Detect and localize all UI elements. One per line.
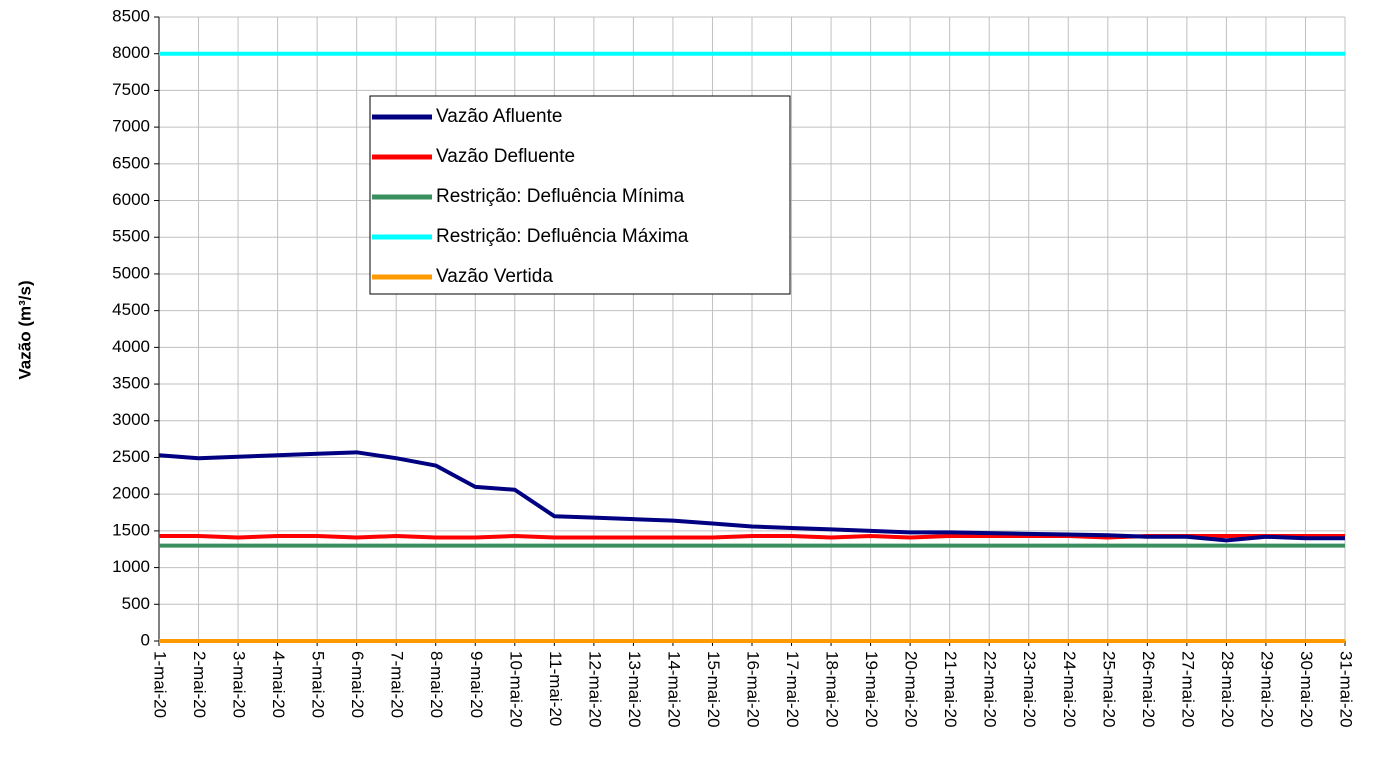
y-tick-label: 7000: [112, 117, 150, 136]
x-tick-label: 1-mai-20: [151, 651, 170, 718]
x-tick-label: 20-mai-20: [902, 651, 921, 728]
legend-box: [369, 95, 791, 295]
x-tick-label: 23-mai-20: [1020, 651, 1039, 728]
legend-label: Vazão Defluente: [436, 146, 575, 167]
x-tick-label: 11-mai-20: [546, 651, 565, 726]
x-tick-label: 24-mai-20: [1060, 651, 1079, 728]
x-tick-label: 10-mai-20: [506, 651, 525, 728]
x-tick-label: 29-mai-20: [1257, 651, 1276, 728]
x-tick-label: 7-mai-20: [388, 651, 407, 718]
legend-label: Restrição: Defluência Mínima: [436, 186, 685, 207]
y-tick-label: 2500: [112, 447, 150, 466]
x-tick-label: 28-mai-20: [1218, 651, 1237, 728]
y-tick-label: 6000: [112, 190, 150, 209]
y-tick-label: 0: [141, 630, 150, 649]
x-tick-label: 31-mai-20: [1337, 651, 1356, 728]
x-tick-label: 3-mai-20: [230, 651, 249, 718]
y-tick-label: 1000: [112, 557, 150, 576]
legend-label: Vazão Vertida: [436, 266, 553, 287]
y-tick-label: 1500: [112, 520, 150, 539]
x-tick-label: 12-mai-20: [585, 651, 604, 728]
y-tick-label: 8000: [112, 43, 150, 62]
x-tick-label: 2-mai-20: [190, 651, 209, 718]
x-tick-label: 26-mai-20: [1139, 651, 1158, 728]
y-axis-label: Vazão (m³/s): [15, 280, 34, 379]
x-tick-label: 5-mai-20: [309, 651, 328, 718]
y-tick-label: 2000: [112, 484, 150, 503]
x-tick-label: 19-mai-20: [862, 651, 881, 728]
x-tick-label: 16-mai-20: [744, 651, 763, 728]
y-tick-label: 3500: [112, 374, 150, 393]
x-tick-label: 15-mai-20: [704, 651, 723, 728]
x-tick-label: 22-mai-20: [981, 651, 1000, 728]
y-tick-label: 5000: [112, 263, 150, 282]
x-tick-label: 17-mai-20: [783, 651, 802, 728]
x-tick-label: 4-mai-20: [269, 651, 288, 718]
x-tick-label: 21-mai-20: [941, 651, 960, 728]
x-tick-label: 13-mai-20: [625, 651, 644, 728]
y-tick-label: 3000: [112, 410, 150, 429]
y-tick-label: 5500: [112, 227, 150, 246]
y-tick-label: 8500: [112, 6, 150, 25]
y-tick-label: 500: [122, 594, 150, 613]
legend-label: Restrição: Defluência Máxima: [436, 226, 689, 247]
x-tick-label: 27-mai-20: [1178, 651, 1197, 728]
x-tick-label: 25-mai-20: [1099, 651, 1118, 728]
y-tick-label: 6500: [112, 153, 150, 172]
legend-label: Vazão Afluente: [436, 106, 562, 127]
x-tick-label: 30-mai-20: [1297, 651, 1316, 728]
y-tick-label: 4000: [112, 337, 150, 356]
x-tick-label: 14-mai-20: [664, 651, 683, 728]
x-tick-label: 6-mai-20: [348, 651, 367, 718]
series-line: [158, 450, 1345, 543]
x-tick-label: 8-mai-20: [427, 651, 446, 718]
y-tick-label: 7500: [112, 80, 150, 99]
x-tick-label: 18-mai-20: [823, 651, 842, 728]
x-tick-label: 9-mai-20: [467, 651, 486, 718]
y-tick-label: 4500: [112, 300, 150, 319]
